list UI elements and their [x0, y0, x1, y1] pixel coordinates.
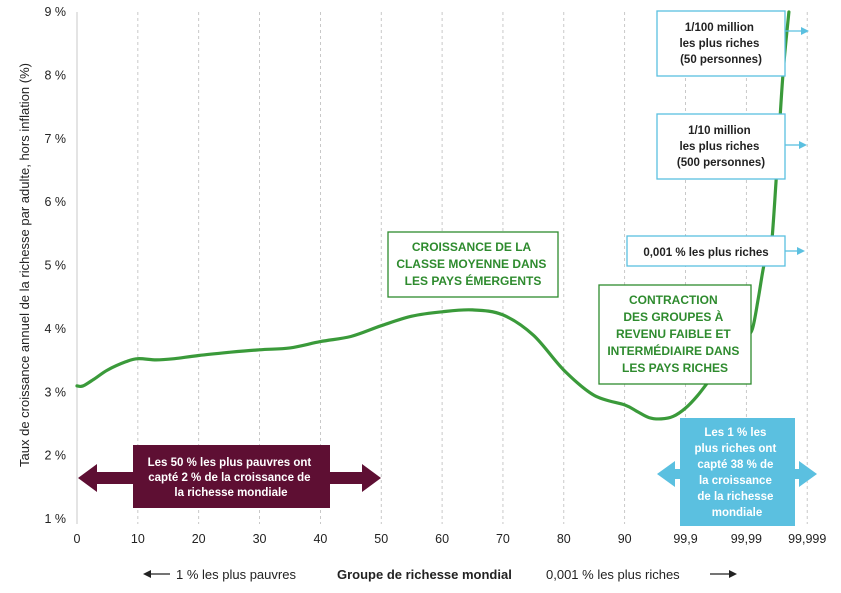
- x-tick-label: 99,9: [673, 532, 697, 546]
- richest-1pct-line: de la richesse: [697, 491, 773, 503]
- middle-class-line: LES PAYS ÉMERGENTS: [405, 273, 542, 288]
- x-tick-label: 70: [496, 532, 510, 546]
- richest-1pct-text: Les 1 % les plus riches ont capté 38 % d…: [695, 427, 780, 519]
- y-tick-label: 2 %: [44, 449, 66, 463]
- x-tick-label: 40: [313, 532, 327, 546]
- callout-top-0001pct: 0,001 % les plus riches: [626, 235, 805, 267]
- callout-line: les plus riches: [679, 38, 759, 50]
- y-tick-label: 7 %: [44, 132, 66, 146]
- x-tick-label: 50: [374, 532, 388, 546]
- y-tick-label: 1 %: [44, 512, 66, 526]
- poorest-half-line: la richesse mondiale: [174, 487, 287, 499]
- middle-class-annotation: CROISSANCE DE LA CLASSE MOYENNE DANS LES…: [387, 231, 559, 298]
- y-tick-label: 3 %: [44, 385, 66, 399]
- y-tick-label: 6 %: [44, 195, 66, 209]
- footer-left-label: 1 % les plus pauvres: [176, 567, 296, 582]
- maroon-double-arrow-right: [330, 464, 381, 492]
- blue-double-arrow-left: [657, 461, 680, 487]
- callout-line: 1/100 million: [685, 22, 754, 34]
- maroon-double-arrow: [78, 464, 133, 492]
- poorest-half-text: Les 50 % les plus pauvres ont capté 2 % …: [148, 457, 315, 499]
- contraction-line: INTERMÉDIAIRE DANS: [607, 343, 739, 358]
- x-tick-label: 60: [435, 532, 449, 546]
- richest-1pct-box: [680, 418, 795, 526]
- x-tick-label: 99,999: [788, 532, 826, 546]
- y-axis-label: Taux de croissance annuel de la richesse…: [17, 63, 32, 467]
- callout-500-people: 1/10 million les plus riches (500 person…: [656, 113, 807, 180]
- grid-lines: [76, 12, 808, 524]
- contraction-text: CONTRACTION DES GROUPES À REVENU FAIBLE …: [607, 293, 742, 375]
- callout-line: 1/10 million: [688, 125, 751, 137]
- richest-1pct-line: capté 38 % de: [697, 459, 773, 471]
- richest-1pct-line: la croissance: [699, 475, 772, 487]
- richest-1pct-line: Les 1 % les: [704, 427, 766, 439]
- contraction-annotation: CONTRACTION DES GROUPES À REVENU FAIBLE …: [598, 284, 752, 385]
- x-tick-label: 99,99: [731, 532, 762, 546]
- footer-right-arrow-head: [729, 570, 737, 578]
- poorest-half-line: Les 50 % les plus pauvres ont: [148, 457, 312, 469]
- callout-line: (500 personnes): [677, 157, 765, 169]
- y-tick-label: 8 %: [44, 68, 66, 82]
- callout-50-people-box: [656, 10, 786, 77]
- callout-line: (50 personnes): [680, 54, 762, 66]
- contraction-line: REVENU FAIBLE ET: [616, 327, 731, 341]
- callout-50-people: 1/100 million les plus riches (50 person…: [656, 10, 809, 77]
- callout-top-0001pct-text: 0,001 % les plus riches: [643, 247, 768, 259]
- y-axis-ticks: 1 % 2 % 3 % 4 % 5 % 6 % 7 % 8 % 9 %: [44, 5, 66, 526]
- contraction-line: DES GROUPES À: [623, 309, 723, 324]
- x-tick-label: 90: [618, 532, 632, 546]
- callout-arrow-head: [797, 247, 805, 255]
- x-tick-label: 0: [74, 532, 81, 546]
- x-axis-title: Groupe de richesse mondial: [337, 567, 512, 582]
- poorest-half-band: Les 50 % les plus pauvres ont capté 2 % …: [78, 445, 381, 508]
- x-tick-label: 80: [557, 532, 571, 546]
- middle-class-text: CROISSANCE DE LA CLASSE MOYENNE DANS LES…: [396, 240, 549, 288]
- contraction-box: [598, 284, 752, 385]
- middle-class-box: [387, 231, 559, 298]
- blue-double-arrow-right: [795, 461, 817, 487]
- poorest-half-box: [133, 445, 330, 508]
- y-tick-label: 9 %: [44, 5, 66, 19]
- middle-class-line: CLASSE MOYENNE DANS: [396, 257, 546, 271]
- callout-arrow-head: [799, 141, 807, 149]
- callout-arrow-head: [801, 27, 809, 35]
- footer-left-arrow-head: [143, 570, 151, 578]
- middle-class-line: CROISSANCE DE LA: [412, 240, 532, 254]
- y-tick-label: 5 %: [44, 259, 66, 273]
- callout-500-people-box: [656, 113, 786, 180]
- x-tick-label: 20: [192, 532, 206, 546]
- growth-curve-line: [75, 10, 791, 421]
- richest-1pct-band: Les 1 % les plus riches ont capté 38 % d…: [657, 418, 817, 526]
- callout-500-people-text: 1/10 million les plus riches (500 person…: [677, 125, 765, 169]
- x-tick-label: 10: [131, 532, 145, 546]
- y-tick-label: 4 %: [44, 322, 66, 336]
- x-tick-label: 30: [253, 532, 267, 546]
- callout-50-people-text: 1/100 million les plus riches (50 person…: [679, 22, 762, 66]
- footer-right-label: 0,001 % les plus riches: [546, 567, 680, 582]
- x-axis-ticks: 0 10 20 30 40 50 60 70 80 90 99,9 99,99 99,999: [74, 532, 827, 546]
- contraction-line: LES PAYS RICHES: [622, 361, 728, 375]
- richest-1pct-line: plus riches ont: [695, 443, 777, 455]
- richest-1pct-line: mondiale: [712, 507, 762, 519]
- poorest-half-line: capté 2 % de la croissance de: [148, 472, 310, 484]
- contraction-line: CONTRACTION: [629, 293, 718, 307]
- callout-line: les plus riches: [679, 141, 759, 153]
- x-axis-footer: 1 % les plus pauvres Groupe de richesse …: [143, 567, 737, 582]
